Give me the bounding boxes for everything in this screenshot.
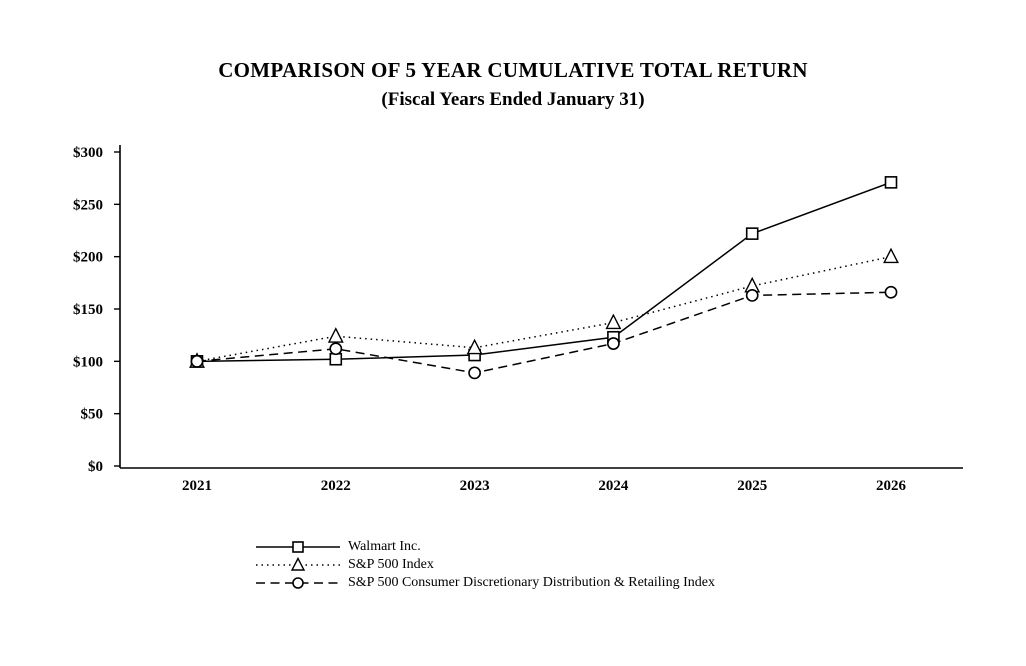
square-marker — [884, 176, 898, 189]
square-marker — [745, 227, 759, 240]
triangle-marker — [290, 556, 306, 571]
legend-label: S&P 500 Consumer Discretionary Distribut… — [348, 575, 715, 590]
x-tick-label: 2024 — [598, 478, 629, 494]
y-tick-label: $150 — [73, 302, 103, 318]
circle-marker — [884, 285, 898, 299]
triangle-marker — [883, 247, 899, 264]
series-line-2 — [196, 291, 892, 374]
circle-marker — [745, 288, 759, 302]
circle-marker — [329, 342, 343, 356]
circle-marker — [292, 577, 304, 589]
legend-sample-circle — [256, 577, 340, 589]
legend-label: S&P 500 Index — [348, 557, 434, 572]
circle-marker — [468, 366, 481, 380]
chart-title: COMPARISON OF 5 YEAR CUMULATIVE TOTAL RE… — [218, 58, 808, 82]
x-tick-label: 2023 — [460, 478, 490, 494]
y-tick-label: $300 — [73, 145, 103, 161]
legend-sample-square — [256, 541, 340, 553]
series-line-0 — [196, 181, 892, 363]
series-markers-2 — [190, 285, 898, 380]
y-tick-label: $250 — [73, 197, 103, 213]
square-marker — [292, 541, 304, 553]
legend-item-2: S&P 500 Consumer Discretionary Distribut… — [256, 574, 715, 592]
series-markers-0 — [190, 176, 898, 368]
circle-marker — [607, 337, 620, 350]
series-line-1 — [196, 255, 892, 363]
chart-legend: Walmart Inc. S&P 500 Index S&P 500 Consume… — [256, 538, 715, 592]
triangle-marker — [466, 338, 483, 355]
y-tick-label: $200 — [73, 250, 103, 266]
legend-item-0: Walmart Inc. — [256, 538, 715, 556]
legend-item-1: S&P 500 Index — [256, 556, 715, 574]
circle-marker — [190, 354, 204, 368]
triangle-marker — [327, 327, 344, 343]
x-tick-label: 2025 — [737, 478, 767, 494]
chart-subtitle: (Fiscal Years Ended January 31) — [381, 89, 645, 110]
x-tick-label: 2021 — [182, 478, 212, 494]
chart-title-block: COMPARISON OF 5 YEAR CUMULATIVE TOTAL RE… — [0, 58, 1026, 111]
line-chart: $0 $50 $100 $150 $200 $250 $300 2021 2022 2023 202… — [73, 145, 963, 494]
triangle-marker — [605, 313, 622, 330]
y-tick-label: $0 — [88, 459, 103, 475]
legend-label: Walmart Inc. — [348, 539, 421, 554]
y-tick-label: $50 — [81, 407, 104, 423]
series-markers-1 — [189, 247, 899, 368]
legend-sample-triangle — [256, 556, 340, 571]
y-tick-label: $100 — [73, 354, 103, 370]
x-tick-label: 2026 — [876, 478, 907, 494]
square-marker — [329, 352, 343, 366]
x-tick-label: 2022 — [321, 478, 351, 494]
